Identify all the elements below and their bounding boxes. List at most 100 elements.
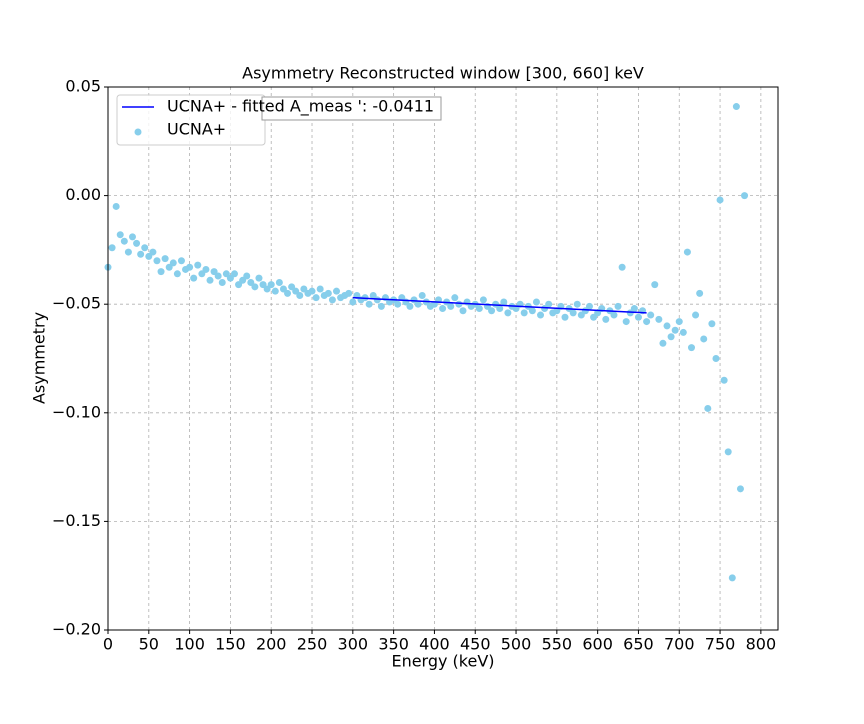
scatter-point (692, 311, 700, 319)
scatter-point (537, 311, 545, 319)
y-axis-label: Asymmetry (30, 312, 49, 404)
legend-label: UCNA+ - fitted A_meas ': -0.0411 (167, 97, 434, 117)
scatter-point (634, 313, 642, 321)
scatter-point (439, 305, 447, 313)
scatter-point (218, 278, 226, 286)
scatter-point (447, 302, 455, 310)
scatter-point (569, 309, 577, 317)
scatter-point (141, 244, 149, 252)
scatter-point (651, 281, 659, 289)
x-tick-label: 0 (103, 635, 113, 654)
scatter-point (708, 320, 716, 328)
scatter-point (720, 376, 728, 384)
x-tick-label: 100 (174, 635, 205, 654)
scatter-point (724, 448, 732, 456)
legend-marker (134, 128, 142, 136)
scatter-point (602, 315, 610, 323)
x-tick-label: 750 (705, 635, 736, 654)
x-tick-label: 450 (460, 635, 491, 654)
scatter-point (284, 289, 292, 297)
scatter-point (545, 300, 553, 308)
x-tick-label: 800 (746, 635, 777, 654)
x-tick-label: 400 (419, 635, 450, 654)
x-tick-label: 250 (297, 635, 328, 654)
scatter-point (137, 250, 145, 258)
scatter-point (573, 300, 581, 308)
x-tick-label: 600 (582, 635, 613, 654)
x-tick-label: 50 (139, 635, 159, 654)
y-tick-label: 0.05 (65, 77, 101, 96)
scatter-point (308, 287, 316, 295)
scatter-point (116, 231, 124, 239)
scatter-point (406, 302, 414, 310)
scatter-point (459, 307, 467, 315)
scatter-point (451, 294, 459, 302)
scatter-point (128, 233, 136, 241)
scatter-point (475, 305, 483, 313)
scatter-point (671, 326, 679, 334)
scatter-point (455, 300, 463, 308)
scatter-point (585, 302, 593, 310)
scatter-point (712, 355, 720, 362)
x-tick-label: 150 (215, 635, 246, 654)
x-tick-label: 550 (542, 635, 573, 654)
scatter-point (736, 485, 744, 493)
scatter-point (618, 263, 626, 271)
y-tick-label: −0.20 (52, 620, 101, 639)
x-tick-label: 350 (378, 635, 409, 654)
scatter-point (373, 296, 381, 304)
y-tick-label: −0.10 (52, 402, 101, 421)
scatter-point (622, 318, 630, 326)
scatter-point (528, 307, 536, 315)
scatter-point (655, 315, 663, 323)
scatter-point (345, 289, 353, 297)
scatter-point (333, 287, 341, 295)
scatter-point (190, 274, 198, 282)
scatter-point (365, 300, 373, 308)
scatter-point (679, 328, 687, 336)
scatter-point (614, 302, 622, 310)
scatter-point (267, 281, 275, 289)
chart-title: Asymmetry Reconstructed window [300, 660… (242, 64, 644, 83)
scatter-point (349, 298, 357, 306)
scatter-point (177, 257, 185, 265)
fit-line (352, 296, 647, 314)
scatter-point (667, 333, 675, 341)
scatter-point (696, 289, 704, 297)
x-axis-label: Energy (keV) (391, 652, 494, 671)
scatter-point (414, 300, 422, 308)
axes-frame (107, 86, 779, 631)
scatter-point (728, 574, 736, 582)
scatter-point (716, 196, 724, 204)
scatter-point (659, 339, 667, 347)
scatter-point (561, 313, 569, 321)
scatter-point (700, 335, 708, 343)
scatter-point (120, 237, 128, 245)
scatter-point (683, 248, 691, 256)
scatter-point (504, 309, 512, 317)
scatter-point (186, 263, 194, 271)
scatter-point (675, 318, 683, 326)
scatter-point (394, 300, 402, 308)
y-tick-label: −0.05 (52, 294, 101, 313)
scatter-point (169, 259, 177, 267)
scatter-point (153, 257, 161, 265)
scatter-point (275, 278, 283, 286)
scatter-point (377, 302, 385, 310)
scatter-point (255, 274, 263, 282)
scatter-point (732, 103, 740, 111)
legend-label-box (261, 96, 442, 121)
scatter-point (161, 255, 169, 263)
scatter-point (630, 305, 638, 313)
scatter-point (206, 276, 214, 284)
scatter-point (108, 244, 116, 252)
scatter-point (704, 404, 712, 412)
scatter-point (479, 296, 487, 304)
x-tick-label: 300 (338, 635, 369, 654)
scatter-point (741, 192, 749, 200)
scatter-point (173, 270, 181, 278)
scatter-point (488, 307, 496, 315)
scatter-point (643, 318, 651, 326)
x-tick-label: 200 (256, 635, 287, 654)
